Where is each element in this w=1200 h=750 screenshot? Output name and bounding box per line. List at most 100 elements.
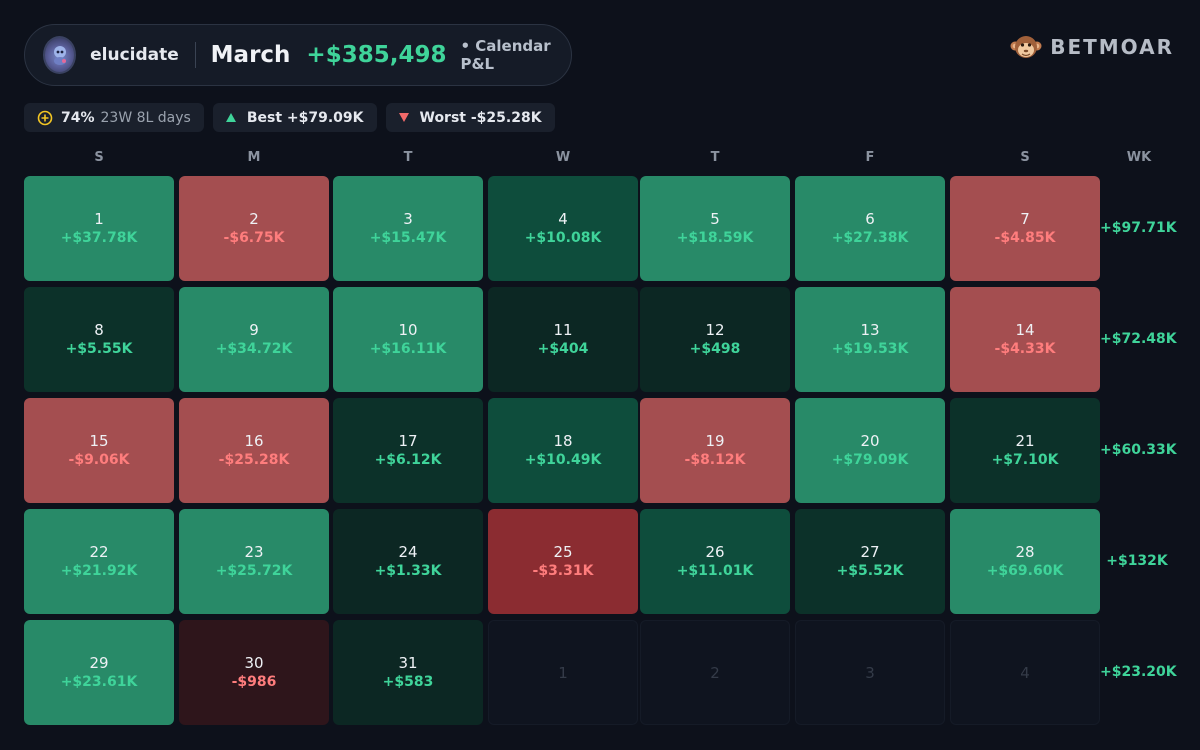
week-total: +$132K [1106,552,1168,569]
win-rate-chip: 74% 23W 8L days [24,103,204,132]
day-pnl: +$498 [689,341,741,357]
weekday-header: S [1020,150,1030,165]
day-number: 4 [558,210,568,228]
calendar-day-cell[interactable]: 11 +$404 [488,287,638,392]
day-number: 6 [865,210,875,228]
day-pnl: -$9.06K [68,452,130,468]
calendar-day-cell[interactable]: 6 +$27.38K [795,176,945,281]
calendar-day-cell[interactable]: 20 +$79.09K [795,398,945,503]
day-pnl: +$404 [537,341,589,357]
calendar-day-cell[interactable]: 18 +$10.49K [488,398,638,503]
best-day: Best +$79.09K [246,109,364,126]
calendar-day-cell[interactable]: 27 +$5.52K [795,509,945,614]
day-number: 27 [860,543,880,561]
day-pnl: +$10.49K [524,452,602,468]
day-pnl: +$583 [382,674,434,690]
calendar-day-cell[interactable]: 13 +$19.53K [795,287,945,392]
calendar-day-cell[interactable]: 17 +$6.12K [333,398,483,503]
day-pnl: +$25.72K [215,563,293,579]
day-number: 7 [1020,210,1030,228]
day-pnl: +$19.53K [831,341,909,357]
month-title: March [210,42,291,68]
day-pnl: +$15.47K [369,230,447,246]
calendar-day-cell[interactable]: 30 -$986 [179,620,329,725]
day-pnl: +$21.92K [60,563,138,579]
calendar-day-cell[interactable]: 2 -$6.75K [179,176,329,281]
username[interactable]: elucidate [90,45,179,65]
day-pnl: +$1.33K [374,563,442,579]
calendar-day-cell[interactable]: 28 +$69.60K [950,509,1100,614]
calendar-day-cell[interactable]: 4 [950,620,1100,725]
day-number: 8 [94,321,104,339]
avatar[interactable] [43,36,77,74]
day-pnl: -$986 [231,674,277,690]
day-pnl: -$4.33K [994,341,1056,357]
weekday-header: T [710,150,720,165]
win-rate: 74% [61,109,95,126]
calendar-day-cell[interactable]: 15 -$9.06K [24,398,174,503]
down-triangle-icon [398,113,409,122]
day-number: 31 [398,654,418,672]
calendar-day-cell[interactable]: 24 +$1.33K [333,509,483,614]
day-number: 14 [1015,321,1035,339]
day-number: 11 [553,321,573,339]
calendar-day-cell[interactable]: 19 -$8.12K [640,398,790,503]
best-day-chip: Best +$79.09K [212,103,377,132]
month-total-pnl: +$385,498 [306,42,447,68]
calendar-day-cell[interactable]: 3 +$15.47K [333,176,483,281]
day-number: 29 [89,654,109,672]
calendar-day-cell[interactable]: 16 -$25.28K [179,398,329,503]
brand-logo[interactable]: BETMOAR [1010,30,1174,64]
day-pnl: -$6.75K [223,230,285,246]
header-divider [194,42,196,68]
week-total: +$72.48K [1100,330,1177,347]
calendar-day-cell[interactable]: 1 +$37.78K [24,176,174,281]
calendar-day-cell[interactable]: 4 +$10.08K [488,176,638,281]
calendar-day-cell[interactable]: 3 [795,620,945,725]
calendar-day-cell[interactable]: 12 +$498 [640,287,790,392]
win-loss-record: 23W 8L days [100,109,191,126]
day-number: 23 [244,543,264,561]
stats-bar: 74% 23W 8L days Best +$79.09K Worst -$25… [24,103,564,132]
day-number: 17 [398,432,418,450]
calendar-day-cell[interactable]: 7 -$4.85K [950,176,1100,281]
weekday-header: T [403,150,413,165]
day-number: 15 [89,432,109,450]
day-number: 26 [705,543,725,561]
worst-day: Worst -$25.28K [419,109,542,126]
calendar-day-cell[interactable]: 1 [488,620,638,725]
avatar-character-icon [53,46,66,65]
day-number: 10 [398,321,418,339]
day-number: 3 [865,663,875,682]
day-pnl: -$25.28K [218,452,290,468]
day-number: 1 [558,663,568,682]
day-number: 9 [249,321,259,339]
calendar-day-cell[interactable]: 21 +$7.10K [950,398,1100,503]
day-pnl: +$37.78K [60,230,138,246]
calendar-day-cell[interactable]: 8 +$5.55K [24,287,174,392]
brand-name: BETMOAR [1050,35,1174,59]
day-number: 4 [1020,663,1030,682]
day-number: 12 [705,321,725,339]
calendar-day-cell[interactable]: 2 [640,620,790,725]
day-number: 28 [1015,543,1035,561]
calendar-day-cell[interactable]: 10 +$16.11K [333,287,483,392]
week-total: +$97.71K [1100,219,1177,236]
calendar-subtitle: • Calendar P&L [460,37,551,73]
calendar-day-cell[interactable]: 23 +$25.72K [179,509,329,614]
calendar-day-cell[interactable]: 31 +$583 [333,620,483,725]
calendar-day-cell[interactable]: 22 +$21.92K [24,509,174,614]
day-number: 22 [89,543,109,561]
day-pnl: +$10.08K [524,230,602,246]
calendar-day-cell[interactable]: 5 +$18.59K [640,176,790,281]
day-pnl: +$5.55K [65,341,133,357]
calendar-day-cell[interactable]: 29 +$23.61K [24,620,174,725]
calendar-day-cell[interactable]: 25 -$3.31K [488,509,638,614]
day-number: 5 [710,210,720,228]
calendar-day-cell[interactable]: 14 -$4.33K [950,287,1100,392]
monkey-icon [1010,36,1042,58]
day-number: 21 [1015,432,1035,450]
calendar-day-cell[interactable]: 26 +$11.01K [640,509,790,614]
day-pnl: +$5.52K [836,563,904,579]
calendar-day-cell[interactable]: 9 +$34.72K [179,287,329,392]
